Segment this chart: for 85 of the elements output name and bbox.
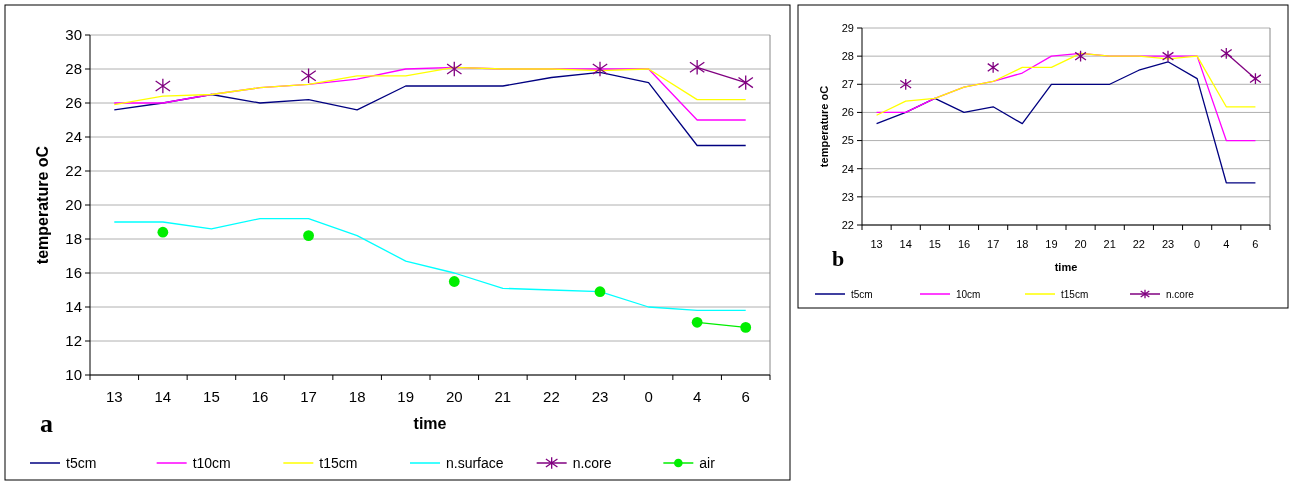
x-tick-label: 23	[1161, 238, 1175, 250]
x-tick-label: 22	[543, 388, 560, 405]
y-tick-label: 22	[841, 218, 854, 231]
x-tick-label: 17	[300, 388, 317, 405]
y-tick-label: 23	[841, 190, 854, 203]
point	[1249, 72, 1262, 85]
x-tick-label: 6	[741, 388, 750, 405]
x-tick-label: 13	[870, 238, 883, 250]
y-tick-label: 10	[65, 366, 82, 384]
point	[446, 61, 463, 77]
point	[157, 226, 169, 238]
x-tick-label: 15	[203, 388, 220, 405]
point	[448, 276, 460, 287]
y-tick-label: 12	[65, 332, 82, 350]
legend-label: t15cm	[319, 454, 358, 471]
x-tick-label: 20	[445, 388, 463, 405]
x-tick-label: 18	[348, 388, 366, 405]
text: b	[832, 246, 845, 271]
x-tick-label: 15	[928, 238, 941, 250]
point	[740, 322, 752, 333]
x-axis-title: time	[413, 415, 447, 432]
y-tick-label: 25	[841, 134, 854, 147]
x-tick-label: 21	[1103, 238, 1116, 250]
y-axis-title: temperature oC	[818, 85, 830, 168]
point	[592, 61, 608, 77]
x-tick-label: 23	[591, 388, 609, 405]
y-tick-label: 28	[65, 60, 82, 78]
legend-label: n.core	[1166, 288, 1195, 300]
y-tick-label: 26	[65, 94, 82, 112]
point	[155, 78, 171, 94]
x-tick-label: 16	[957, 238, 971, 250]
y-tick-label: 14	[65, 298, 82, 316]
x-tick-label: 6	[1252, 238, 1259, 250]
point	[300, 67, 317, 84]
point	[689, 59, 705, 76]
x-tick-label: 16	[251, 388, 269, 405]
x-tick-label: 19	[397, 388, 415, 405]
x-tick-label: 21	[494, 388, 512, 405]
x-tick-label: 19	[1045, 238, 1058, 250]
x-tick-label: 4	[692, 388, 702, 405]
line-series	[113, 217, 747, 312]
y-tick-label: 16	[65, 264, 82, 282]
point	[1161, 50, 1175, 63]
point	[303, 230, 314, 241]
x-tick-label: 0	[644, 388, 653, 405]
legend-label: air	[699, 454, 716, 471]
y-tick-label: 24	[841, 162, 854, 175]
point	[594, 286, 606, 298]
x-tick-label: 22	[1132, 238, 1145, 250]
x-tick-label: 17	[987, 238, 1000, 250]
legend-label: t10cm	[192, 454, 231, 471]
y-tick-label: 27	[841, 78, 854, 91]
point	[1220, 47, 1233, 60]
line-series	[113, 71, 747, 147]
point	[987, 61, 1000, 74]
x-tick-label: 4	[1223, 238, 1230, 250]
x-tick-label: 18	[1016, 238, 1029, 250]
text: a	[40, 409, 53, 438]
x-tick-label: 0	[1194, 238, 1201, 250]
x-tick-label: 14	[154, 388, 172, 405]
x-axis-title: time	[1054, 261, 1078, 273]
x-tick-label: 14	[899, 238, 912, 250]
line-series	[875, 61, 1257, 184]
y-tick-label: 26	[841, 106, 854, 119]
legend-label: n.core	[572, 454, 612, 471]
point	[899, 78, 912, 91]
point	[691, 316, 703, 328]
y-tick-label: 22	[65, 162, 82, 180]
y-tick-label: 20	[65, 196, 82, 214]
legend-label: t5cm	[851, 288, 873, 300]
point	[1074, 50, 1087, 63]
legend-label: n.surface	[446, 454, 504, 471]
y-tick-label: 24	[65, 128, 82, 146]
y-axis-title: temperature oC	[34, 145, 51, 265]
x-tick-label: 20	[1074, 238, 1087, 250]
legend-label: t15cm	[1061, 288, 1089, 300]
line-series	[875, 52, 1257, 116]
x-tick-label: 13	[105, 388, 123, 405]
legend-label: 10cm	[956, 288, 981, 300]
legend-label: t5cm	[66, 454, 97, 471]
y-tick-label: 29	[841, 21, 854, 34]
y-tick-label: 28	[841, 49, 854, 62]
line-series	[113, 66, 747, 106]
point	[737, 74, 754, 91]
y-tick-label: 30	[65, 26, 82, 44]
